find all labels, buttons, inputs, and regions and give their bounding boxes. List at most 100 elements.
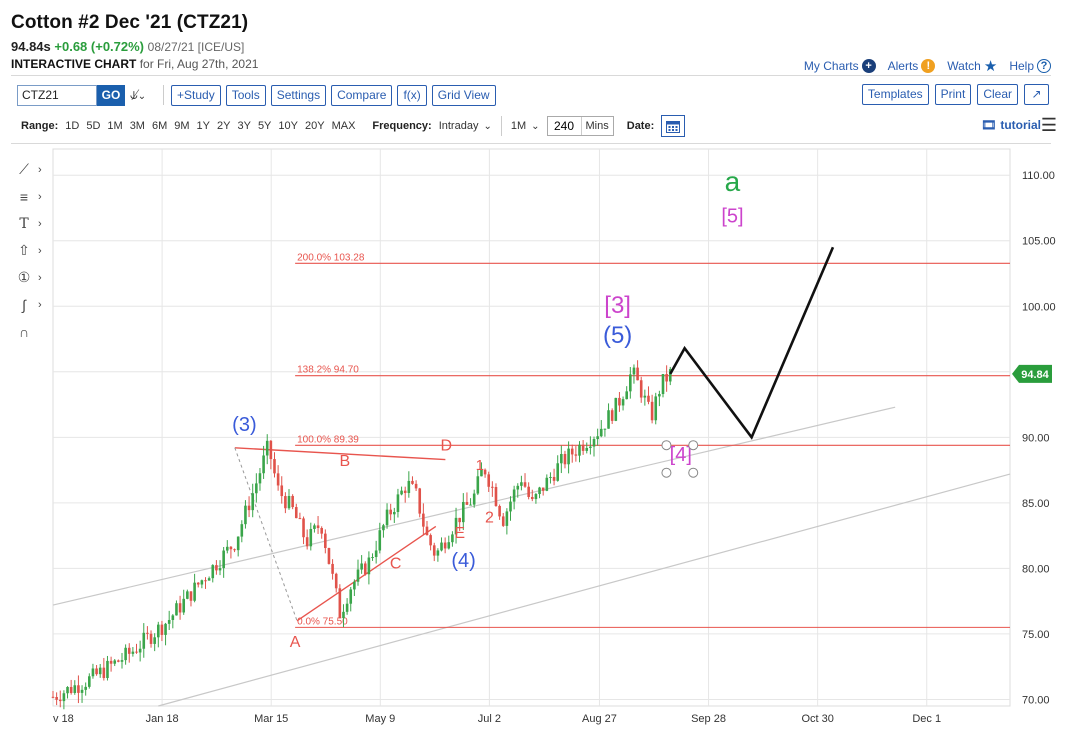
candle-body xyxy=(367,557,371,575)
templates-button[interactable]: Templates xyxy=(861,84,929,105)
range-3y[interactable]: 3Y xyxy=(237,120,251,132)
tools-button[interactable]: Tools xyxy=(225,84,266,106)
range-2y[interactable]: 2Y xyxy=(217,120,231,132)
candle-body xyxy=(353,581,356,590)
wave-label-5-bracket: [5] xyxy=(721,205,743,227)
go-button[interactable]: GO xyxy=(97,84,125,106)
candle-body xyxy=(211,565,215,579)
candle-body xyxy=(483,469,487,475)
candle-body xyxy=(458,517,461,523)
chevron-down-icon: ⌄ xyxy=(137,91,147,102)
candle-body xyxy=(276,473,280,486)
minutes-unit: Mins xyxy=(585,120,609,132)
candle-body xyxy=(549,476,552,478)
candle-body xyxy=(520,482,523,486)
candle-body xyxy=(164,623,167,635)
candle-body xyxy=(436,550,440,556)
range-6m[interactable]: 6M xyxy=(151,120,168,132)
shape-tool[interactable]: ⇧ › xyxy=(14,241,42,260)
price-change: +0.68 (+0.72%) xyxy=(54,39,145,54)
text-tool[interactable]: T › xyxy=(14,214,41,233)
minutes-field: Mins xyxy=(546,116,614,136)
quote-date-exchange: 08/27/21 [ICE/US] xyxy=(147,40,245,54)
symbol-input[interactable] xyxy=(17,84,97,106)
chart-type-dropdown[interactable]: ⫝̸⌄ xyxy=(130,87,156,103)
divider xyxy=(500,116,502,136)
curve-tool[interactable]: ∫ › xyxy=(14,295,42,314)
candle-body xyxy=(541,487,545,491)
interval-dropdown[interactable]: 1M ⌄ xyxy=(511,120,540,132)
candle-body xyxy=(414,483,418,489)
magnet-tool[interactable]: ∩ xyxy=(14,322,42,341)
candle-body xyxy=(654,396,658,421)
candle-body xyxy=(51,696,55,698)
settings-button[interactable]: Settings xyxy=(270,84,327,106)
trend-channels xyxy=(52,406,1011,707)
candle-body xyxy=(552,476,556,481)
my-charts-link[interactable]: My Charts + xyxy=(804,59,876,73)
candle-body xyxy=(374,550,378,558)
calendar-button[interactable] xyxy=(661,115,686,137)
tutorial-link[interactable]: 🎞 tutorial xyxy=(981,118,1041,132)
print-button[interactable]: Print xyxy=(934,84,972,105)
range-5y[interactable]: 5Y xyxy=(257,120,272,132)
alerts-link[interactable]: Alerts ! xyxy=(888,59,936,73)
compare-button[interactable]: Compare xyxy=(331,84,393,106)
range-9m[interactable]: 9M xyxy=(174,120,190,132)
toolbar-right: Templates Print Clear ↗ xyxy=(861,84,1049,105)
header: Cotton #2 Dec '21 (CTZ21) xyxy=(11,12,248,34)
range-10y[interactable]: 10Y xyxy=(278,120,298,132)
expand-button[interactable]: ↗ xyxy=(1024,84,1049,105)
candle-body xyxy=(255,483,258,494)
range-5d[interactable]: 5D xyxy=(86,120,101,132)
menu-icon[interactable]: ☰ xyxy=(1040,115,1057,135)
function-button[interactable]: f(x) xyxy=(397,84,427,106)
candle-body xyxy=(647,395,650,402)
candle-body xyxy=(117,660,120,662)
candle-body xyxy=(305,537,309,547)
divider xyxy=(163,85,164,105)
range-1d[interactable]: 1D xyxy=(65,120,80,132)
shape-icon: ⇧ xyxy=(18,242,30,258)
candle-body xyxy=(389,509,392,515)
watch-link[interactable]: Watch ★ xyxy=(947,57,997,75)
frequency-dropdown[interactable]: Intraday ⌄ xyxy=(439,120,492,132)
candle-body xyxy=(218,568,222,571)
current-price-tag xyxy=(1012,364,1052,383)
x-tick-label: Jan 18 xyxy=(146,713,179,725)
candle-body xyxy=(73,685,77,693)
add-study-button[interactable]: +Study xyxy=(171,84,221,106)
candle-body xyxy=(403,490,407,494)
help-link[interactable]: Help ? xyxy=(1009,59,1051,73)
candle-body xyxy=(665,373,668,382)
clear-button[interactable]: Clear xyxy=(977,84,1018,105)
candle-body xyxy=(225,546,229,551)
candle-body xyxy=(95,668,98,675)
grid-view-button[interactable]: Grid View xyxy=(431,84,496,106)
candle-body xyxy=(589,446,592,448)
selection-handle xyxy=(688,467,699,478)
candle-body xyxy=(530,496,534,500)
trendline-tool[interactable]: ⟋ › xyxy=(14,160,42,179)
candle-body xyxy=(661,373,665,395)
range-1y[interactable]: 1Y xyxy=(196,120,210,132)
candle-body xyxy=(316,525,320,529)
candle-body xyxy=(639,380,643,398)
count-tool[interactable]: ① › xyxy=(14,268,42,287)
candle-body xyxy=(175,603,178,616)
range-20y[interactable]: 20Y xyxy=(304,120,325,132)
candle-body xyxy=(487,474,491,487)
fibonacci-tool[interactable]: ≡ › xyxy=(14,187,42,206)
minutes-input[interactable] xyxy=(547,117,582,135)
candle-body xyxy=(545,477,549,491)
range-1m[interactable]: 1M xyxy=(107,120,123,132)
candle-body xyxy=(106,660,109,679)
projection-path xyxy=(669,246,835,440)
candle-body xyxy=(440,542,443,551)
candle-body xyxy=(534,494,538,500)
range-max[interactable]: MAX xyxy=(331,120,356,132)
candle-body xyxy=(156,624,160,638)
range-3m[interactable]: 3M xyxy=(129,120,145,132)
y-tick-label: 80.00 xyxy=(1022,563,1050,575)
